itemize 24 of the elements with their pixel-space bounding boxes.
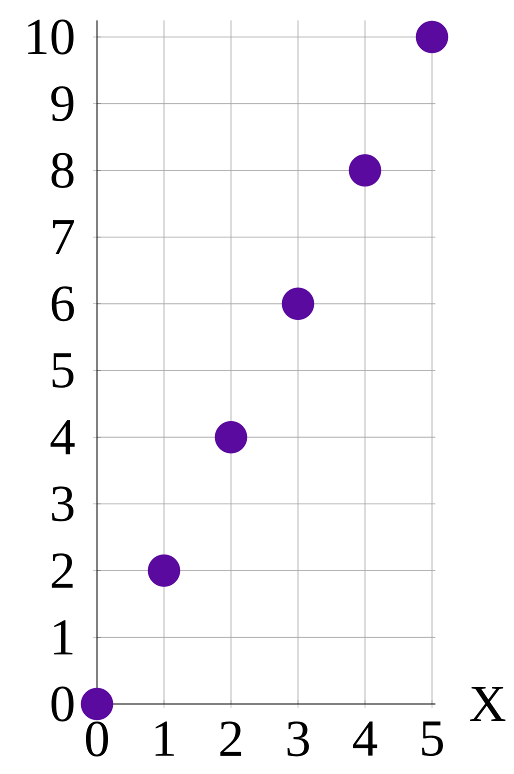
point [148, 554, 180, 587]
y-tick-label: 3 [52, 486, 74, 522]
y-tick-label: 9 [51, 86, 74, 122]
y-tick-label: 1 [54, 620, 72, 654]
x-tick-label: 2 [220, 722, 242, 756]
y-tick-label: 5 [52, 353, 74, 388]
x-tick-label: 1 [156, 722, 174, 756]
y-tick-label: 8 [52, 152, 74, 188]
y-tick-label: 10 [28, 20, 74, 54]
point [214, 420, 248, 454]
point [282, 288, 314, 320]
x-tick-label: 4 [353, 722, 378, 756]
point [80, 688, 114, 720]
x-tick-label: 3 [288, 722, 309, 756]
point [416, 20, 448, 54]
y-tick-label: 7 [53, 220, 74, 254]
y-tick-label: 4 [50, 420, 75, 454]
y-tick-label: 2 [52, 553, 73, 588]
x-tick-label: 0 [86, 722, 108, 756]
point [348, 154, 382, 187]
x-tick-label: 5 [422, 722, 443, 756]
x-axis-title: X [470, 687, 506, 721]
y-tick-label: 0 [52, 686, 74, 722]
y-tick-label: 6 [52, 286, 74, 322]
